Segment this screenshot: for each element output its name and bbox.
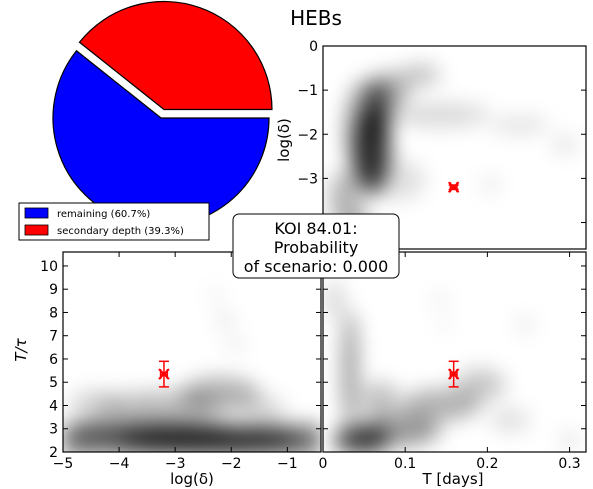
- bottom-left-xtick-label: −1: [277, 456, 298, 472]
- bottom-left-ytick-label: 10: [40, 259, 58, 275]
- pie-chart: [52, 0, 273, 227]
- bottom-left-xtick-label: −4: [109, 456, 130, 472]
- pie-slice-1: [78, 0, 273, 111]
- bottom-left-xtick-label: −3: [165, 456, 186, 472]
- bottom-left-xtick-label: −2: [221, 456, 242, 472]
- bottom-left-ytick-label: 2: [49, 445, 58, 461]
- y-axis-label-top-right: log(δ): [275, 118, 293, 162]
- x-axis-label-bottom-left: log(δ): [170, 470, 214, 488]
- bottom-right-xtick-label: 0: [319, 456, 328, 472]
- top-right-ytick-label: −1: [297, 83, 318, 99]
- koi-line-1: KOI 84.01:: [274, 219, 357, 238]
- legend-label-secondary-depth: secondary depth (39.3%): [57, 226, 184, 237]
- density-bottom-right: [327, 280, 580, 452]
- density-top-right: [330, 65, 575, 248]
- pie-legend: remaining (60.7%) secondary depth (39.3%…: [18, 202, 210, 241]
- koi-line-2: Probability: [274, 238, 359, 257]
- bottom-right-xtick-label: 0.2: [476, 456, 498, 472]
- y-axis-label-bottom-left: T/τ: [12, 337, 30, 361]
- bottom-left-ytick-label: 7: [49, 329, 58, 345]
- bottom-left-ytick-label: 4: [49, 398, 58, 414]
- panel-top-right: 0−1−2−3−4 log(δ): [275, 39, 587, 250]
- bottom-right-xtick-label: 0.3: [558, 456, 580, 472]
- density-bottom-left: [63, 289, 321, 452]
- bottom-left-ytick-label: 6: [49, 352, 58, 368]
- legend-swatch-secondary-depth: [24, 224, 49, 236]
- bottom-left-ytick-label: 8: [49, 305, 58, 321]
- koi-annotation: KOI 84.01: Probability of scenario: 0.00…: [232, 213, 400, 279]
- bottom-left-ytick-label: 3: [49, 422, 58, 438]
- koi-line-3: of scenario: 0.000: [244, 257, 389, 276]
- bottom-right-xtick-label: 0.1: [394, 456, 416, 472]
- panel-bottom-right: 0 0.1 0.2 0.3 T [days]: [319, 251, 587, 488]
- legend-label-remaining: remaining (60.7%): [57, 209, 150, 220]
- top-right-observed-point: [447, 181, 460, 193]
- chart-title: HEBs: [290, 6, 342, 30]
- top-right-ytick-label: −3: [297, 171, 318, 187]
- bottom-left-observed-point: [158, 360, 170, 388]
- top-right-ytick-label: −2: [297, 127, 318, 143]
- bottom-left-xtick-label: −5: [53, 456, 74, 472]
- bottom-right-observed-point: [447, 360, 460, 388]
- bottom-left-ytick-label: 9: [49, 282, 58, 298]
- top-right-ytick-label: 0: [309, 39, 318, 55]
- legend-swatch-remaining: [24, 207, 49, 219]
- panel-bottom-left: −5 −4 −3 −2 −1 2 3 4 5 6 7 8 9 10 log(δ) T/τ: [12, 251, 322, 488]
- bottom-left-ytick-label: 5: [49, 375, 58, 391]
- x-axis-label-bottom-right: T [days]: [421, 470, 483, 488]
